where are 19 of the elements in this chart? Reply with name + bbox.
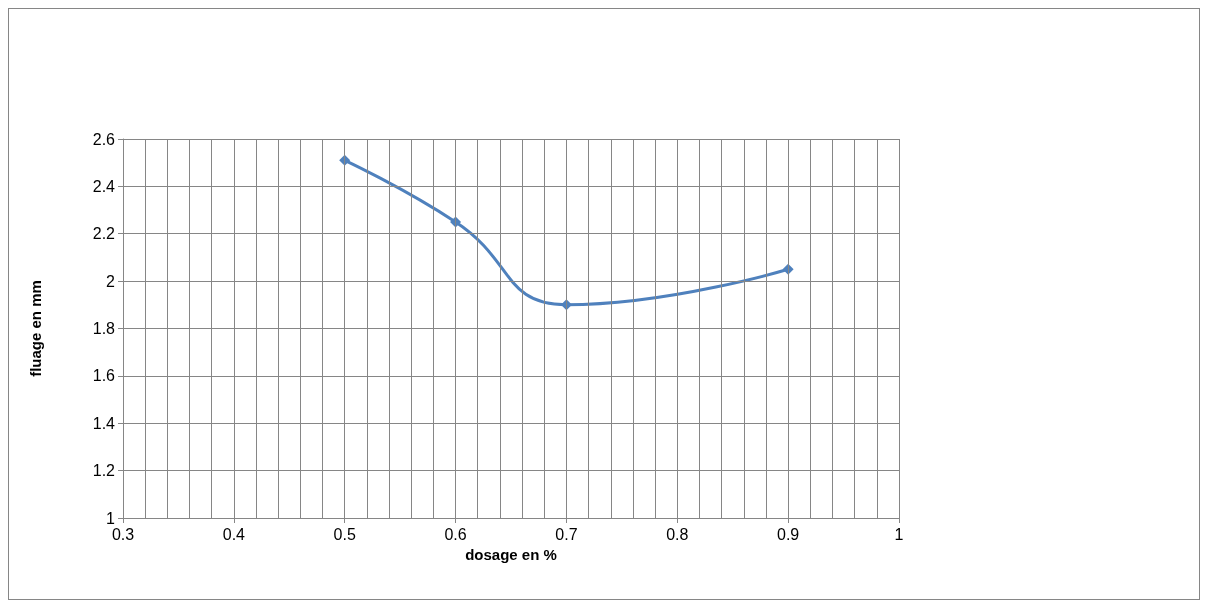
- y-tick-label: 1.2: [92, 462, 116, 480]
- x-tick-label: 0.8: [666, 525, 689, 543]
- y-tick-label: 2.4: [92, 177, 116, 195]
- y-tick-label: 2.6: [92, 130, 116, 148]
- y-tick-label: 2.2: [92, 225, 116, 243]
- x-tick-label: 0.5: [333, 525, 356, 543]
- y-tick-label: 1.6: [92, 367, 116, 385]
- x-tick-label: 0.9: [777, 525, 800, 543]
- y-axis-title: fluage en mm: [27, 280, 44, 377]
- x-tick-label: 0.7: [555, 525, 578, 543]
- y-tick-label: 1.8: [92, 320, 116, 337]
- x-axis-title: dosage en %: [465, 545, 557, 563]
- y-tick-label: 2: [106, 272, 116, 290]
- y-tick-label: 1.4: [92, 414, 116, 432]
- y-tick-label: 1: [106, 509, 116, 527]
- x-tick-label: 0.4: [222, 525, 246, 543]
- x-tick-label: 0.6: [444, 525, 467, 543]
- x-tick-label: 1: [894, 525, 904, 543]
- x-tick-label: 0.3: [111, 525, 135, 543]
